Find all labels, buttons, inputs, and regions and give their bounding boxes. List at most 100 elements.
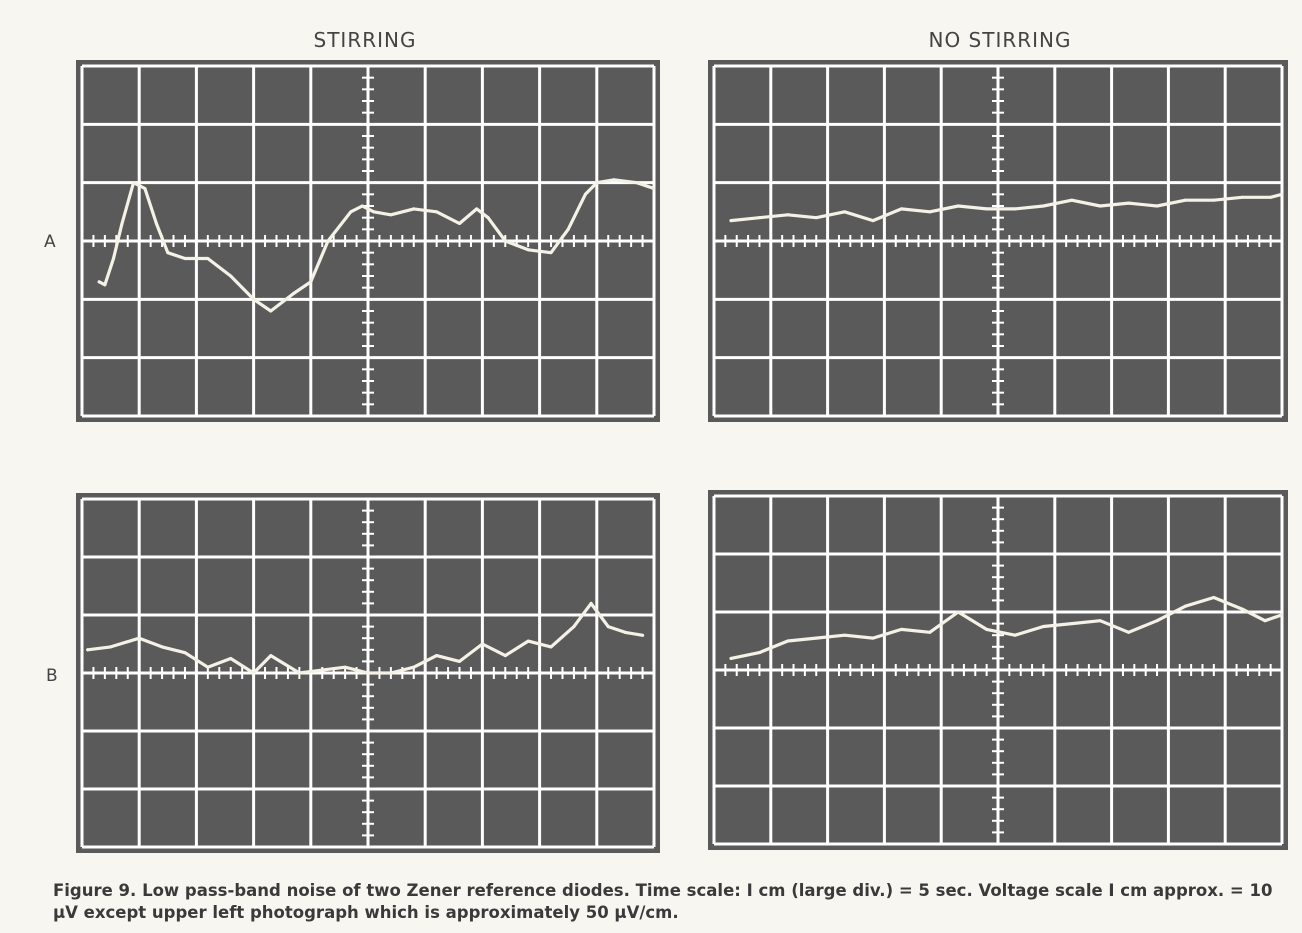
trace-point: [1013, 633, 1017, 637]
trace-point: [549, 251, 553, 255]
trace-point: [269, 654, 273, 658]
trace-point: [606, 625, 610, 629]
trace-point: [871, 219, 875, 223]
caption-text: Low pass-band noise of two Zener referen…: [53, 881, 1273, 922]
trace-point: [229, 274, 233, 278]
trace-point: [623, 630, 627, 634]
trace-point: [137, 636, 141, 640]
trace-point: [1269, 195, 1273, 199]
trace-point: [1240, 195, 1244, 199]
trace-point: [480, 642, 484, 646]
trace-point: [97, 280, 101, 284]
trace-point: [1280, 613, 1284, 617]
trace-point: [458, 659, 462, 663]
trace-point: [503, 239, 507, 243]
scope-panel-b-stirring: [76, 493, 660, 853]
trace-point: [435, 654, 439, 658]
graticule: [80, 497, 656, 849]
trace-point: [309, 280, 313, 284]
caption-label: Figure 9.: [53, 881, 137, 900]
graticule: [80, 64, 656, 418]
trace-point: [871, 636, 875, 640]
trace-point: [206, 257, 210, 260]
trace-point: [1240, 607, 1244, 611]
trace-point: [111, 257, 115, 260]
trace-point: [1070, 198, 1074, 202]
trace-point: [1127, 201, 1131, 205]
trace-point: [1183, 604, 1187, 608]
trace-point: [843, 633, 847, 637]
trace-point: [252, 671, 256, 675]
trace-point: [366, 671, 370, 675]
row-label-b: B: [46, 666, 58, 686]
trace-point: [131, 181, 135, 185]
trace-point: [1263, 619, 1267, 623]
trace-point: [103, 283, 107, 287]
trace-point: [526, 639, 530, 643]
trace-point: [757, 216, 761, 220]
trace-point: [786, 213, 790, 217]
trace-point: [814, 216, 818, 220]
trace-point: [641, 633, 645, 637]
trace-point: [160, 645, 164, 649]
trace-point: [1155, 619, 1159, 623]
trace-point: [928, 210, 932, 214]
trace-point: [814, 636, 818, 640]
trace-point: [1280, 192, 1284, 196]
trace-line: [729, 192, 1284, 223]
trace-point: [1127, 630, 1131, 634]
trace-point: [786, 639, 790, 643]
trace-point: [475, 207, 479, 211]
trace-point: [252, 297, 256, 301]
trace-point: [843, 210, 847, 214]
trace-point: [183, 651, 187, 655]
trace-point: [412, 665, 416, 669]
trace-line: [97, 178, 656, 313]
trace-point: [349, 210, 353, 214]
trace-point: [928, 630, 932, 634]
trace-point: [412, 207, 416, 211]
trace-point: [729, 219, 733, 223]
trace-point: [109, 645, 113, 649]
trace-point: [1098, 619, 1102, 623]
trace-point: [120, 222, 124, 225]
trace-point: [1041, 625, 1045, 628]
trace-point: [389, 213, 393, 217]
trace-point: [635, 181, 639, 185]
trace-point: [566, 227, 570, 231]
trace-line: [729, 595, 1284, 660]
trace-point: [1155, 204, 1159, 208]
trace-point: [343, 665, 347, 669]
trace-point: [435, 210, 439, 214]
trace-point: [1183, 198, 1187, 202]
graticule: [712, 64, 1284, 418]
trace-line: [86, 601, 645, 675]
column-title-stirring: STIRRING: [313, 28, 417, 52]
trace-point: [1098, 204, 1102, 208]
trace-point: [985, 207, 989, 211]
trace-point: [143, 187, 147, 190]
trace-point: [572, 625, 576, 629]
trace-point: [652, 187, 656, 190]
graticule: [712, 494, 1284, 846]
scope-panel-a-stirring: [76, 60, 660, 422]
trace-point: [372, 210, 376, 214]
trace-point: [1041, 204, 1045, 208]
trace-point: [183, 257, 187, 260]
trace-point: [1212, 198, 1216, 202]
trace-point: [166, 251, 170, 255]
trace-point: [486, 216, 490, 220]
trace-point: [292, 292, 296, 295]
trace-point: [526, 248, 530, 252]
trace-point: [899, 627, 903, 631]
trace-point: [595, 181, 599, 185]
scope-panel-a-no-stirring: [708, 60, 1288, 422]
trace-point: [389, 671, 393, 675]
trace-point: [503, 654, 507, 658]
trace-point: [1070, 622, 1074, 626]
row-label-a: A: [44, 232, 56, 252]
trace-point: [729, 656, 733, 660]
trace-point: [206, 665, 210, 669]
trace-point: [757, 651, 761, 655]
trace-point: [956, 610, 960, 614]
